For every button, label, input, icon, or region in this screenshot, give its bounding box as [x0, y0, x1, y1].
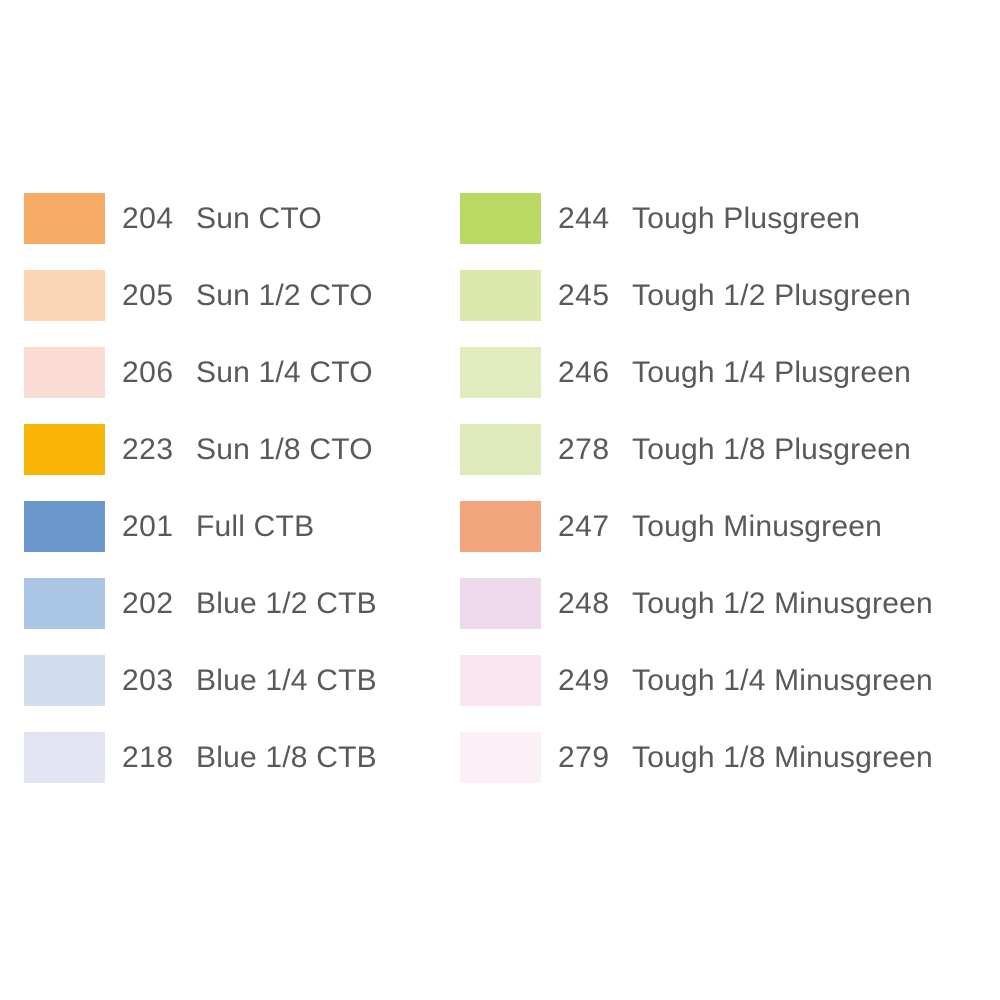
color-swatch [24, 347, 105, 398]
color-swatch [24, 732, 105, 783]
filter-code: 246 [558, 355, 610, 389]
color-swatch [24, 501, 105, 552]
filter-code: 218 [122, 740, 174, 774]
filter-row: 278 Tough 1/8 Plusgreen [460, 424, 933, 475]
filter-name: Tough 1/4 Minusgreen [632, 663, 933, 697]
filter-row: 244 Tough Plusgreen [460, 193, 933, 244]
filter-name: Sun 1/4 CTO [196, 355, 373, 389]
swatch-column-right: 244 Tough Plusgreen 245 Tough 1/2 Plusgr… [460, 193, 933, 809]
filter-code: 249 [558, 663, 610, 697]
filter-code: 279 [558, 740, 610, 774]
filter-code: 201 [122, 509, 174, 543]
filter-code: 223 [122, 432, 174, 466]
filter-name: Tough Minusgreen [632, 509, 883, 543]
filter-code: 205 [122, 278, 174, 312]
filter-name: Sun 1/8 CTO [196, 432, 373, 466]
color-swatch [24, 578, 105, 629]
filter-code: 202 [122, 586, 174, 620]
color-swatch [24, 424, 105, 475]
filter-name: Sun CTO [196, 201, 322, 235]
color-swatch [460, 193, 541, 244]
filter-row: 204 Sun CTO [24, 193, 377, 244]
filter-code: 203 [122, 663, 174, 697]
filter-code: 244 [558, 201, 610, 235]
filter-name: Tough 1/2 Minusgreen [632, 586, 933, 620]
filter-row: 205 Sun 1/2 CTO [24, 270, 377, 321]
filter-row: 223 Sun 1/8 CTO [24, 424, 377, 475]
filter-name: Tough 1/2 Plusgreen [632, 278, 912, 312]
filter-name: Tough 1/8 Plusgreen [632, 432, 912, 466]
filter-code: 247 [558, 509, 610, 543]
swatch-column-left: 204 Sun CTO 205 Sun 1/2 CTO 206 Sun 1/4 … [24, 193, 377, 809]
filter-name: Blue 1/4 CTB [196, 663, 377, 697]
filter-code: 206 [122, 355, 174, 389]
color-swatch [24, 270, 105, 321]
color-swatch [460, 347, 541, 398]
filter-row: 249 Tough 1/4 Minusgreen [460, 655, 933, 706]
color-swatch [24, 655, 105, 706]
color-swatch [460, 501, 541, 552]
filter-row: 247 Tough Minusgreen [460, 501, 933, 552]
filter-name: Blue 1/2 CTB [196, 586, 377, 620]
filter-row: 218 Blue 1/8 CTB [24, 732, 377, 783]
filter-row: 245 Tough 1/2 Plusgreen [460, 270, 933, 321]
filter-row: 202 Blue 1/2 CTB [24, 578, 377, 629]
filter-row: 248 Tough 1/2 Minusgreen [460, 578, 933, 629]
filter-code: 245 [558, 278, 610, 312]
filter-name: Tough 1/4 Plusgreen [632, 355, 912, 389]
filter-row: 203 Blue 1/4 CTB [24, 655, 377, 706]
filter-code: 278 [558, 432, 610, 466]
filter-name: Sun 1/2 CTO [196, 278, 373, 312]
color-swatch [460, 732, 541, 783]
color-swatch [460, 424, 541, 475]
filter-code: 204 [122, 201, 174, 235]
filter-name: Tough Plusgreen [632, 201, 861, 235]
color-swatch [460, 270, 541, 321]
filter-name: Blue 1/8 CTB [196, 740, 377, 774]
filter-row: 206 Sun 1/4 CTO [24, 347, 377, 398]
filter-name: Full CTB [196, 509, 315, 543]
filter-name: Tough 1/8 Minusgreen [632, 740, 933, 774]
filter-row: 279 Tough 1/8 Minusgreen [460, 732, 933, 783]
color-swatch [460, 655, 541, 706]
color-swatch [460, 578, 541, 629]
filter-code: 248 [558, 586, 610, 620]
filter-row: 201 Full CTB [24, 501, 377, 552]
color-swatch [24, 193, 105, 244]
filter-row: 246 Tough 1/4 Plusgreen [460, 347, 933, 398]
